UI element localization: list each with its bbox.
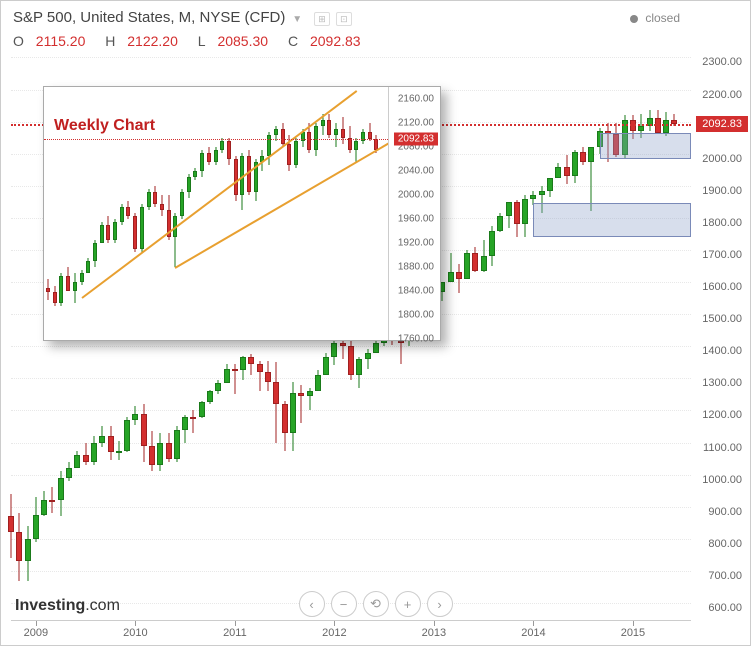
nav-prev-button[interactable]: ‹ [299, 591, 325, 617]
ohlc-bar: O 2115.20 H 2122.20 L 2085.30 C 2092.83 [13, 33, 377, 49]
close-value: 2092.83 [310, 33, 361, 49]
logo-text: .com [85, 597, 120, 614]
compare-icon[interactable]: ⊞ [314, 12, 330, 26]
high-label: H [105, 33, 115, 49]
inset-title: Weekly Chart [54, 117, 155, 135]
high-value: 2122.20 [127, 33, 178, 49]
status-dot-icon [630, 15, 638, 23]
current-price-label: 2092.83 [696, 116, 748, 132]
chart-title: S&P 500, United States, M, NYSE (CFD) [13, 9, 285, 26]
nav-controls: ‹ − ⟲ + › [299, 591, 453, 617]
nav-next-button[interactable]: › [427, 591, 453, 617]
settings-icon[interactable]: ⊡ [336, 12, 352, 26]
close-label: C [288, 33, 298, 49]
chart-container: S&P 500, United States, M, NYSE (CFD) ▼ … [0, 0, 751, 646]
y-axis: 600.00700.00800.00900.001000.001100.0012… [692, 6, 750, 606]
investing-logo: Investing.com [15, 597, 120, 615]
x-axis: 2009201020112012201320142015 [11, 620, 691, 645]
low-label: L [198, 33, 206, 49]
nav-zoom-in-button[interactable]: + [395, 591, 421, 617]
open-label: O [13, 33, 24, 49]
header-icons: ⊞ ⊡ [314, 9, 354, 26]
inset-price-line [44, 139, 390, 140]
market-status: closed [630, 11, 680, 25]
dropdown-icon[interactable]: ▼ [292, 14, 302, 25]
nav-reset-button[interactable]: ⟲ [363, 591, 389, 617]
low-value: 2085.30 [217, 33, 268, 49]
chart-header: S&P 500, United States, M, NYSE (CFD) ▼ … [13, 9, 354, 26]
inset-weekly-chart[interactable]: Weekly Chart 1760.001800.001840.001880.0… [43, 86, 441, 341]
open-value: 2115.20 [36, 33, 86, 49]
nav-zoom-out-button[interactable]: − [331, 591, 357, 617]
inset-price-label: 2092.83 [394, 133, 438, 146]
logo-bold: Investing [15, 597, 85, 614]
status-text: closed [645, 11, 680, 25]
inset-y-axis: 1760.001800.001840.001880.001920.001960.… [388, 87, 440, 340]
